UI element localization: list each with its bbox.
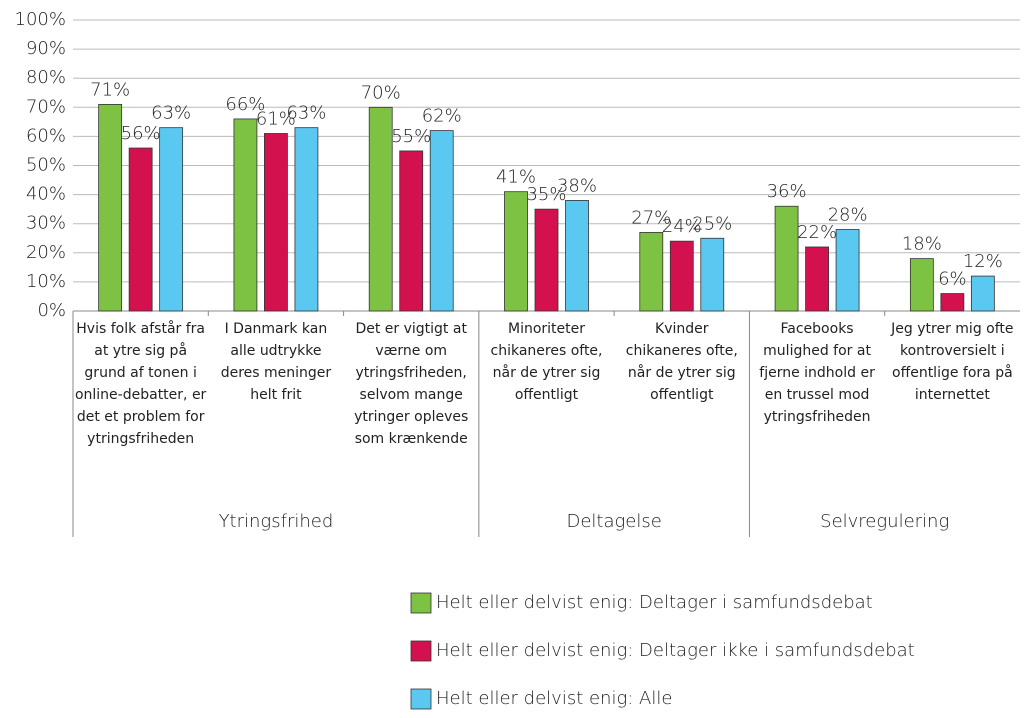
value-label: 27% xyxy=(631,207,671,228)
bar xyxy=(669,240,694,312)
legend-swatch xyxy=(410,688,432,710)
bar xyxy=(159,127,184,312)
y-tick-label: 100% xyxy=(15,9,66,30)
bar xyxy=(639,232,664,312)
value-label: 6% xyxy=(938,269,967,290)
bar xyxy=(294,127,319,312)
legend-label: Helt eller delvist enig: Deltager ikke i… xyxy=(436,640,915,661)
bar xyxy=(399,150,424,312)
bar xyxy=(774,205,799,312)
value-label: 56% xyxy=(121,123,161,144)
value-label: 63% xyxy=(151,103,191,124)
y-tick-label: 60% xyxy=(26,125,66,146)
bar xyxy=(534,208,559,312)
x-tick-label: Hvis folk afstår fra at ytre sig på grun… xyxy=(74,321,207,447)
group-label: Selvregulering xyxy=(820,511,949,532)
y-tick-label: 10% xyxy=(26,271,66,292)
bar xyxy=(264,133,288,312)
value-label: 61% xyxy=(256,108,296,129)
y-tick-label: 50% xyxy=(26,155,66,176)
bar xyxy=(940,293,965,312)
group-label: Ytringsfrihed xyxy=(219,511,334,532)
value-label: 71% xyxy=(90,79,130,100)
y-tick-label: 20% xyxy=(26,242,66,263)
legend-label: Helt eller delvist enig: Deltager i samf… xyxy=(436,592,873,613)
value-label: 62% xyxy=(422,106,462,127)
bar xyxy=(504,191,528,312)
x-tick-label: I Danmark kan alle udtrykke deres mening… xyxy=(220,321,332,403)
value-label: 22% xyxy=(797,222,837,243)
value-label: 55% xyxy=(391,126,431,147)
y-tick-label: 70% xyxy=(26,96,66,117)
bar xyxy=(700,237,725,312)
value-label: 28% xyxy=(828,205,868,226)
y-tick-label: 90% xyxy=(26,38,66,59)
legend-swatch xyxy=(410,592,432,614)
y-tick-label: 40% xyxy=(26,184,66,205)
x-tick-label: Facebooks mulighed for at fjerne indhold… xyxy=(759,321,875,425)
legend-label: Helt eller delvist enig: Alle xyxy=(436,688,672,709)
value-label: 70% xyxy=(361,82,401,103)
y-tick-label: 80% xyxy=(26,67,66,88)
value-label: 24% xyxy=(662,216,702,237)
x-tick-label: Minoriteter chikaneres ofte, når de ytre… xyxy=(490,321,603,403)
legend-swatch xyxy=(410,640,432,662)
value-label: 41% xyxy=(496,167,536,188)
x-tick-label: Det er vigtigt at værne om ytringsfrihed… xyxy=(354,321,469,447)
bar xyxy=(565,200,589,312)
value-label: 38% xyxy=(557,175,597,196)
bar xyxy=(233,118,258,312)
bar xyxy=(98,103,123,312)
value-label: 18% xyxy=(902,234,942,255)
bar xyxy=(128,147,153,312)
value-label: 25% xyxy=(692,213,732,234)
bar xyxy=(805,246,829,312)
value-label: 63% xyxy=(286,103,326,124)
bar xyxy=(970,275,995,312)
value-label: 66% xyxy=(225,94,265,115)
x-tick-label: Kvinder chikaneres ofte, når de ytrer si… xyxy=(625,321,738,403)
group-label: Deltagelse xyxy=(566,511,661,532)
x-tick-label: Jeg ytrer mig ofte kontroversielt i offe… xyxy=(891,321,1014,403)
bar xyxy=(909,258,934,312)
y-tick-label: 30% xyxy=(26,213,66,234)
value-label: 35% xyxy=(526,184,566,205)
y-tick-label: 0% xyxy=(37,300,66,321)
bar xyxy=(368,106,393,312)
value-label: 36% xyxy=(767,181,807,202)
value-label: 12% xyxy=(963,251,1003,272)
bar xyxy=(835,229,860,312)
bar xyxy=(429,130,454,312)
